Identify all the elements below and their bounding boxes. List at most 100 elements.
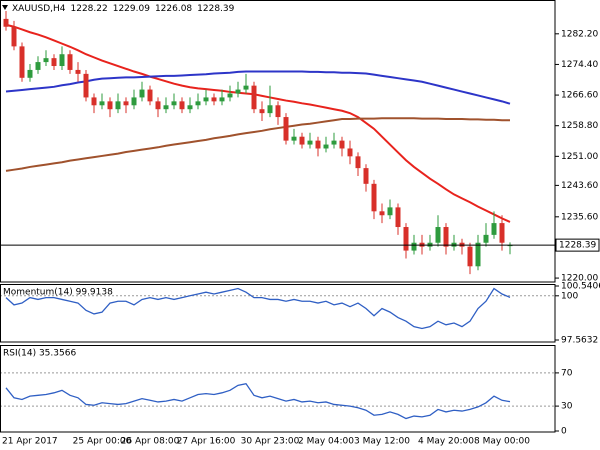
candle-body — [483, 234, 489, 243]
y-tick-label: 30 — [561, 402, 573, 412]
moving-average-line — [5, 117, 510, 172]
candle-body — [59, 54, 65, 67]
last-price-label: 1228.39 — [559, 241, 596, 251]
panel-title: Momentum(14) 99.9138 — [3, 288, 113, 298]
candle-body — [43, 58, 49, 63]
candle-body — [435, 227, 441, 243]
candle-body — [27, 69, 33, 78]
candle-body — [171, 101, 177, 106]
candle-body — [283, 117, 289, 141]
candle-body — [323, 144, 329, 149]
chart-title: XAUUSD,H4 1228.22 1229.09 1226.08 1228.39 — [12, 4, 235, 14]
candle-body — [371, 183, 377, 212]
candle-body — [11, 26, 17, 47]
candle-body — [363, 168, 369, 184]
candle-body — [491, 223, 497, 235]
candle-body — [339, 140, 345, 149]
y-tick-label: 100 — [561, 291, 578, 301]
y-tick-label: 1243.60 — [561, 181, 598, 191]
candle-body — [51, 58, 57, 67]
candle-body — [259, 109, 265, 114]
candle-body — [227, 93, 233, 98]
y-tick-label: 100.5406 — [561, 282, 600, 292]
x-tick-label: 8 May 00:00 — [474, 437, 530, 447]
header-value: 1228.39 — [197, 4, 234, 14]
candle-body — [35, 62, 41, 70]
x-tick-label: 26 Apr 08:00 — [121, 437, 180, 447]
x-tick-label: 25 Apr 00:00 — [73, 437, 132, 447]
candle-body — [163, 105, 169, 110]
candle-body — [411, 242, 417, 251]
candle-body — [99, 101, 105, 106]
x-tick-label: 21 Apr 2017 — [2, 437, 58, 447]
candle-body — [467, 246, 473, 267]
candle-body — [147, 89, 153, 102]
candle-body — [219, 97, 225, 102]
candle-body — [443, 227, 449, 247]
candle-body — [299, 136, 305, 145]
y-tick-label: 1258.80 — [561, 121, 598, 131]
header-value: 1228.22 — [71, 4, 108, 14]
candle-body — [251, 85, 257, 110]
moving-average-line — [5, 23, 511, 223]
candle-body — [203, 97, 209, 102]
candle-body — [499, 223, 505, 243]
x-tick-label: 3 May 12:00 — [354, 437, 410, 447]
y-tick-label: 1235.60 — [561, 212, 598, 222]
candle-body — [155, 101, 161, 110]
candle-body — [395, 207, 401, 228]
candle-body — [355, 156, 361, 169]
candle-body — [291, 136, 297, 141]
candle-body — [195, 101, 201, 106]
y-tick-label: 1220.00 — [561, 274, 598, 284]
panel-frame — [0, 284, 556, 343]
header-value: 1226.08 — [155, 4, 192, 14]
last-price-box — [555, 238, 600, 252]
candle-body — [243, 85, 249, 90]
indicator-line — [5, 382, 511, 420]
candle-body — [211, 97, 217, 102]
candle-body — [83, 73, 89, 98]
candle-body — [275, 105, 281, 118]
candle-body — [347, 148, 353, 157]
candle-body — [315, 140, 321, 149]
candle-body — [307, 140, 313, 145]
panel-frame — [0, 345, 556, 433]
candle-body — [331, 140, 337, 145]
candle-body — [475, 242, 481, 267]
candle-body — [131, 97, 137, 106]
candle-body — [3, 18, 9, 27]
candle-body — [179, 101, 185, 110]
moving-average-line — [5, 70, 511, 105]
candle-body — [187, 105, 193, 110]
candle-body — [91, 97, 97, 106]
candle-body — [19, 46, 25, 78]
y-tick-label: 1251.00 — [561, 152, 598, 162]
x-tick-label: 4 May 20:00 — [418, 437, 474, 447]
candle-body — [267, 105, 273, 114]
x-tick-label: 30 Apr 23:00 — [241, 437, 300, 447]
candle-body — [403, 227, 409, 251]
indicator-line — [5, 287, 511, 330]
header-value: 1229.09 — [113, 4, 150, 14]
panel-title: RSI(14) 35.3566 — [3, 349, 76, 359]
collapse-icon — [2, 5, 8, 10]
panel-frame — [0, 0, 556, 283]
candle-body — [387, 207, 393, 216]
y-tick-label: 97.5632 — [561, 336, 598, 346]
candle-body — [75, 69, 81, 74]
x-tick-label: 27 Apr 16:00 — [177, 437, 236, 447]
x-tick-label: 2 May 04:00 — [298, 437, 354, 447]
candle-body — [139, 89, 145, 98]
y-tick-label: 1282.20 — [561, 29, 598, 39]
candle-body — [67, 54, 73, 70]
candle-body — [115, 101, 121, 110]
candle-body — [235, 89, 241, 94]
y-tick-label: 0 — [561, 427, 567, 437]
candle-body — [123, 101, 129, 106]
candle-body — [107, 101, 113, 110]
y-tick-label: 70 — [561, 368, 573, 378]
